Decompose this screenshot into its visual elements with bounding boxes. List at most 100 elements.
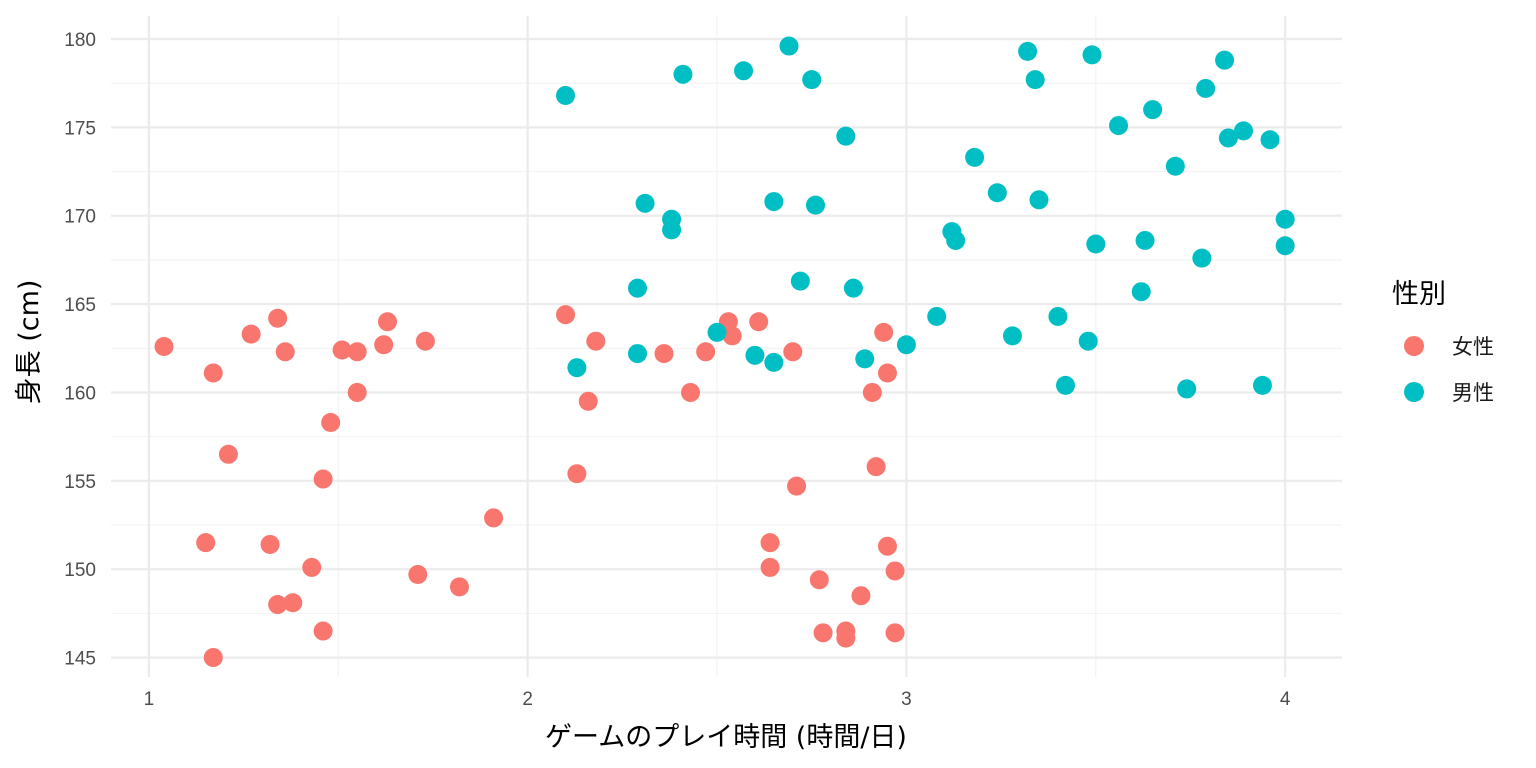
data-point: [745, 345, 765, 365]
data-point: [1082, 45, 1102, 65]
data-point: [556, 86, 576, 106]
data-point: [866, 457, 886, 477]
data-point: [1109, 116, 1129, 136]
y-axis-title: 身長 (cm): [14, 280, 45, 405]
data-point: [283, 593, 303, 613]
data-point: [1143, 100, 1163, 120]
y-tick-label: 160: [64, 383, 96, 404]
data-point: [787, 476, 807, 496]
data-point: [851, 586, 871, 606]
data-point: [1018, 41, 1038, 61]
tick-labels: 1 2 3 4 145 150 155 160 165 170 175 180: [64, 30, 1291, 710]
data-points: [154, 36, 1295, 668]
data-point: [749, 312, 769, 332]
legend: 性別 女性 男性: [1392, 279, 1494, 405]
data-point: [1029, 190, 1049, 210]
data-point: [408, 564, 428, 584]
data-point: [556, 305, 576, 325]
series-male: [556, 36, 1295, 399]
y-tick-label: 150: [64, 560, 96, 581]
data-point: [836, 628, 856, 648]
legend-label-female: 女性: [1452, 335, 1494, 359]
data-point: [578, 391, 598, 411]
data-point: [1131, 282, 1151, 302]
data-point: [1002, 326, 1022, 346]
data-point: [874, 322, 894, 342]
data-point: [1196, 78, 1216, 98]
data-point: [302, 557, 322, 577]
data-point: [1260, 130, 1280, 150]
x-axis-title: ゲームのプレイ時間 (時間/日): [545, 722, 907, 753]
data-point: [877, 536, 897, 556]
data-point: [1086, 234, 1106, 254]
data-point: [802, 70, 822, 90]
data-point: [627, 278, 647, 298]
data-point: [1078, 331, 1098, 351]
data-point: [627, 344, 647, 364]
data-point: [332, 340, 352, 360]
data-point: [836, 126, 856, 146]
data-point: [760, 557, 780, 577]
y-tick-label: 165: [64, 295, 96, 316]
data-point: [843, 278, 863, 298]
data-point: [1218, 128, 1238, 148]
data-point: [378, 312, 398, 332]
data-point: [1252, 375, 1272, 395]
data-point: [196, 533, 216, 553]
data-point: [877, 363, 897, 383]
data-point: [1025, 70, 1045, 90]
data-point: [927, 306, 947, 326]
data-point: [783, 342, 803, 362]
data-point: [855, 349, 875, 369]
data-point: [696, 342, 716, 362]
data-point: [790, 271, 810, 291]
data-point: [1275, 209, 1295, 229]
data-point: [347, 342, 367, 362]
data-point: [764, 352, 784, 372]
data-point: [586, 331, 606, 351]
data-point: [734, 61, 754, 81]
data-point: [635, 193, 655, 213]
data-point: [896, 335, 916, 355]
data-point: [1135, 230, 1155, 250]
data-point: [203, 363, 223, 383]
data-point: [707, 322, 727, 342]
data-point: [1177, 379, 1197, 399]
y-tick-label: 145: [64, 649, 96, 670]
y-tick-label: 180: [64, 30, 96, 51]
data-point: [760, 533, 780, 553]
data-point: [203, 648, 223, 668]
legend-swatch-female: [1404, 336, 1424, 356]
data-point: [313, 621, 333, 641]
y-tick-label: 170: [64, 207, 96, 228]
series-female: [154, 305, 905, 668]
data-point: [415, 331, 435, 351]
y-tick-label: 175: [64, 118, 96, 139]
data-point: [567, 464, 587, 484]
data-point: [722, 326, 742, 346]
legend-swatch-male: [1404, 382, 1424, 402]
data-point: [862, 382, 882, 402]
data-point: [764, 192, 784, 212]
data-point: [321, 412, 341, 432]
data-point: [779, 36, 799, 56]
data-point: [806, 195, 826, 215]
data-point: [885, 561, 905, 581]
data-point: [275, 342, 295, 362]
y-tick-label: 155: [64, 472, 96, 493]
data-point: [673, 64, 693, 84]
data-point: [260, 534, 280, 554]
x-tick-label: 1: [144, 689, 155, 710]
x-tick-label: 2: [522, 689, 533, 710]
data-point: [1275, 236, 1295, 256]
data-point: [313, 469, 333, 489]
data-point: [1165, 156, 1185, 176]
data-point: [654, 344, 674, 364]
data-point: [567, 358, 587, 378]
x-tick-label: 3: [901, 689, 912, 710]
data-point: [1048, 306, 1068, 326]
data-point: [347, 382, 367, 402]
data-point: [1234, 121, 1254, 141]
data-point: [885, 623, 905, 643]
